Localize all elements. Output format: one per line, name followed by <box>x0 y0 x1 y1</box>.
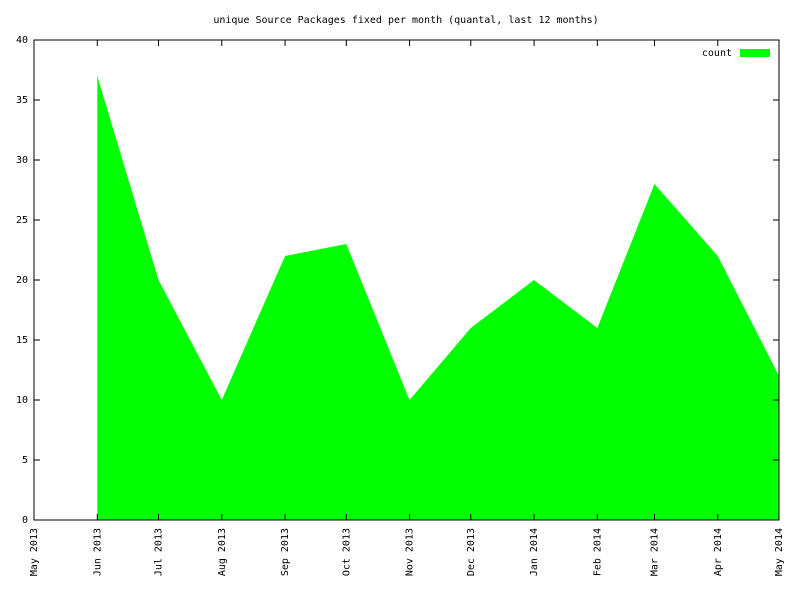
x-tick-label: Aug 2013 <box>217 528 228 576</box>
y-tick-label: 5 <box>22 455 28 466</box>
x-tick-label: Nov 2013 <box>405 528 416 576</box>
x-tick-label: Oct 2013 <box>341 528 352 576</box>
x-tick-label: May 2014 <box>774 528 785 576</box>
x-tick-label: Sep 2013 <box>280 528 291 576</box>
y-tick-label: 20 <box>16 275 28 286</box>
x-tick-label: May 2013 <box>29 528 40 576</box>
y-tick-label: 30 <box>16 155 28 166</box>
x-tick-label: Jan 2014 <box>529 528 540 576</box>
x-tick-label: Mar 2014 <box>649 528 660 576</box>
legend-swatch <box>740 49 770 57</box>
y-tick-label: 35 <box>16 95 28 106</box>
x-tick-label: Dec 2013 <box>466 528 477 576</box>
y-tick-label: 10 <box>16 395 28 406</box>
chart-title: unique Source Packages fixed per month (… <box>213 15 598 26</box>
x-tick-label: Apr 2014 <box>713 528 724 576</box>
y-tick-label: 0 <box>22 515 28 526</box>
legend-label: count <box>702 48 732 59</box>
y-tick-label: 40 <box>16 35 28 46</box>
y-tick-label: 15 <box>16 335 28 346</box>
y-tick-label: 25 <box>16 215 28 226</box>
x-tick-label: Feb 2014 <box>592 528 603 576</box>
x-tick-label: Jun 2013 <box>92 528 103 576</box>
x-tick-label: Jul 2013 <box>154 528 165 576</box>
area <box>97 76 779 520</box>
